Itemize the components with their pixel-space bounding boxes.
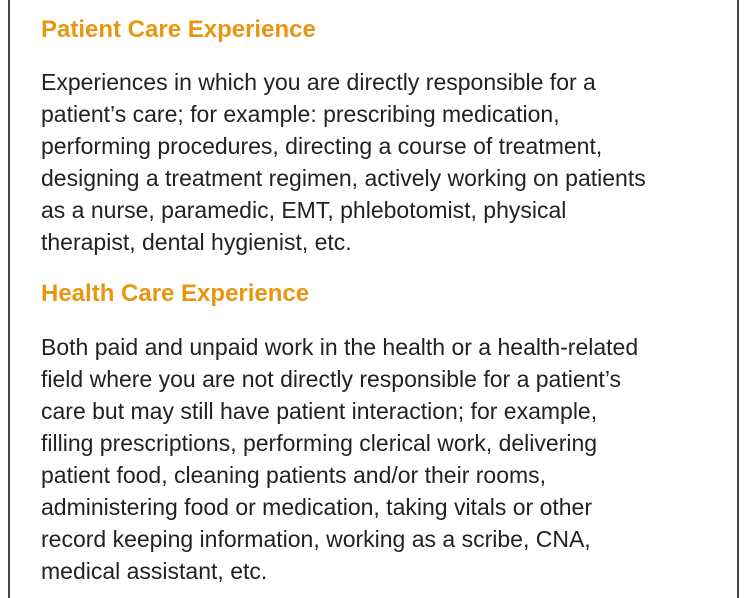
health-care-description: Both paid and unpaid work in the health … [41, 331, 638, 587]
text-line: field where you are not directly respons… [41, 366, 622, 392]
text-line: Both paid and unpaid work in the health … [41, 334, 639, 360]
heading-patient-care-experience: Patient Care Experience [41, 16, 316, 43]
text-line: record keeping information, working as a… [41, 526, 591, 552]
text-line: therapist, dental hygienist, etc. [41, 229, 352, 255]
text-line: as a nurse, paramedic, EMT, phlebotomist… [41, 197, 567, 223]
text-line: care but may still have patient interact… [41, 398, 598, 424]
text-line: medical assistant, etc. [41, 558, 268, 584]
text-line: designing a treatment regimen, actively … [41, 165, 646, 191]
text-line: performing procedures, directing a cours… [41, 133, 603, 159]
text-line: Experiences in which you are directly re… [41, 69, 596, 95]
text-line: filling prescriptions, performing cleric… [41, 430, 598, 456]
content-box [8, 0, 739, 598]
text-line: administering food or medication, taking… [41, 494, 593, 520]
heading-health-care-experience: Health Care Experience [41, 280, 310, 307]
patient-care-description: Experiences in which you are directly re… [41, 66, 646, 258]
text-line: patient food, cleaning patients and/or t… [41, 462, 547, 488]
text-line: patient’s care; for example: prescribing… [41, 101, 560, 127]
